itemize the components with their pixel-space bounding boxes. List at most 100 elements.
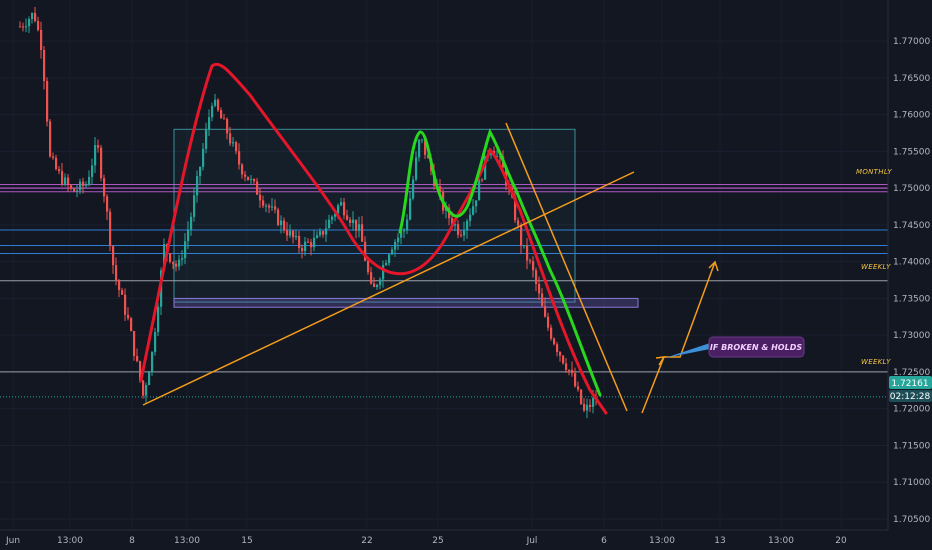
candle-body bbox=[571, 369, 574, 374]
candle-body bbox=[115, 265, 118, 281]
time-tick-label: 13:00 bbox=[649, 536, 675, 546]
candle-body bbox=[121, 290, 124, 295]
price-tick-label: 1.72000 bbox=[893, 405, 930, 415]
candle-body bbox=[259, 194, 262, 201]
price-tick-label: 1.77000 bbox=[893, 37, 930, 47]
candle-body bbox=[52, 156, 55, 158]
time-tick-label: 22 bbox=[361, 536, 372, 546]
candle-body bbox=[193, 195, 196, 217]
candle-body bbox=[355, 219, 358, 231]
candle-body bbox=[280, 220, 283, 226]
time-tick-label: 13:00 bbox=[174, 536, 200, 546]
callout-box[interactable] bbox=[708, 336, 805, 358]
grid bbox=[0, 40, 888, 520]
price-tick-label: 1.75500 bbox=[893, 147, 930, 157]
candle-body bbox=[412, 179, 415, 199]
candle-body bbox=[79, 181, 82, 191]
candle-body bbox=[328, 219, 331, 229]
monthly-level-label: MONTHLY bbox=[856, 168, 892, 176]
candle-body bbox=[205, 129, 208, 149]
candle-body bbox=[85, 185, 88, 187]
candle-body bbox=[379, 279, 382, 285]
candle-body bbox=[31, 12, 34, 20]
price-tick-label: 1.74000 bbox=[893, 258, 930, 268]
candle-body bbox=[316, 235, 319, 238]
candle-body bbox=[307, 241, 310, 243]
candle-body bbox=[301, 247, 304, 252]
candle-body bbox=[484, 155, 487, 180]
candle-body bbox=[244, 174, 247, 177]
candle-body bbox=[541, 293, 544, 307]
candle-body bbox=[529, 260, 532, 262]
candle-body bbox=[73, 188, 76, 192]
candle-body bbox=[523, 245, 526, 247]
candle-body bbox=[337, 205, 340, 214]
projection-path bbox=[641, 261, 716, 414]
price-tick-label: 1.70500 bbox=[893, 515, 930, 525]
candle-body bbox=[19, 26, 22, 28]
candle-body bbox=[583, 403, 586, 411]
candle-body bbox=[22, 26, 25, 28]
candle-body bbox=[568, 369, 571, 371]
candle-body bbox=[394, 241, 397, 250]
candle-body bbox=[385, 262, 388, 266]
time-axis[interactable]: Jun 13:00 8 13:00 15 22 25 Jul 6 13:00 13 13:00 20 bbox=[5, 536, 847, 546]
candle-body bbox=[262, 200, 265, 206]
price-axis[interactable]: 1.77000 1.76500 1.76000 1.75500 1.75000 1.745… bbox=[893, 37, 930, 525]
candle-body bbox=[391, 249, 394, 255]
time-tick-label: 6 bbox=[601, 536, 607, 546]
price-tick-label: 1.73500 bbox=[893, 294, 930, 304]
candle-body bbox=[145, 385, 148, 396]
time-tick-label: Jul bbox=[526, 536, 538, 546]
candle-body bbox=[325, 228, 328, 235]
price-tick-label: 1.74500 bbox=[893, 221, 930, 231]
zones bbox=[173, 128, 639, 308]
candle-body bbox=[250, 179, 253, 181]
candle-body bbox=[118, 280, 121, 291]
candle-body bbox=[319, 231, 322, 236]
candle-body bbox=[247, 176, 250, 181]
candle-body bbox=[406, 219, 409, 231]
candle-body bbox=[304, 241, 307, 252]
candle-body bbox=[76, 190, 79, 192]
time-tick-label: 20 bbox=[835, 536, 847, 546]
candle-body bbox=[25, 26, 28, 28]
candle-body bbox=[409, 198, 412, 220]
candle-body bbox=[235, 142, 238, 152]
candle-body bbox=[370, 272, 373, 284]
candle-body bbox=[106, 196, 109, 212]
candle-body bbox=[574, 373, 577, 387]
candle-body bbox=[94, 145, 97, 166]
candle-body bbox=[580, 389, 583, 404]
weekly-upper-level-label: WEEKLY bbox=[861, 263, 891, 271]
candle-body bbox=[361, 224, 364, 242]
candle-body bbox=[421, 139, 424, 141]
candle-body bbox=[34, 12, 37, 22]
candle-body bbox=[373, 283, 376, 288]
time-tick-label: 8 bbox=[129, 536, 135, 546]
candle-body bbox=[196, 176, 199, 196]
candle-body bbox=[55, 157, 58, 170]
candle-body bbox=[169, 253, 172, 262]
candle-body bbox=[496, 156, 499, 158]
candle-body bbox=[139, 361, 142, 381]
candle-body bbox=[124, 294, 127, 315]
candle-body bbox=[142, 380, 145, 396]
candle-body bbox=[289, 230, 292, 236]
candle-body bbox=[313, 237, 316, 248]
candle-body bbox=[478, 179, 481, 201]
candle-body bbox=[403, 230, 406, 232]
candle-body bbox=[199, 166, 202, 177]
head-and-shoulders-pattern bbox=[139, 62, 608, 415]
candle-body bbox=[58, 169, 61, 172]
candle-body bbox=[154, 332, 157, 352]
candle-body bbox=[220, 110, 223, 119]
candle-body bbox=[43, 49, 46, 82]
candle-body bbox=[388, 254, 391, 263]
descending-trendline bbox=[505, 122, 628, 412]
candle-body bbox=[292, 230, 295, 238]
candle-body bbox=[364, 241, 367, 261]
price-tick-label: 1.76500 bbox=[893, 74, 930, 84]
